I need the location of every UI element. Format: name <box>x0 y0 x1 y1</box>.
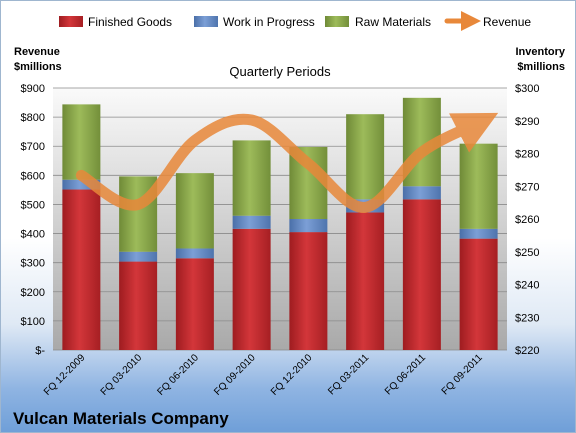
bar-finished-goods <box>232 228 271 350</box>
right-axis-ticks: $220 $230 $240 $250 $260 $270 $280 $290 $300 <box>515 83 539 357</box>
x-axis-tick-label: FQ 03-2011 <box>326 352 371 397</box>
right-axis-label-line-1: Inventory <box>515 46 565 58</box>
right-axis-tick-label: $220 <box>515 345 539 357</box>
bar-finished-goods <box>402 199 441 350</box>
legend-label-finished-goods: Finished Goods <box>88 15 172 29</box>
right-axis-tick-label: $270 <box>515 181 539 193</box>
right-axis-tick-label: $230 <box>515 312 539 324</box>
x-axis-tick-labels: FQ 12-2009 FQ 03-2010 FQ 06-2010 FQ 09-2010… <box>42 352 485 398</box>
legend-item-work-in-progress: Work in Progress <box>194 15 315 29</box>
x-axis-tick-label: FQ 06-2010 <box>155 352 201 398</box>
bar-raw-materials <box>346 114 385 200</box>
left-axis-tick-label: $500 <box>21 199 45 211</box>
bar-raw-materials <box>62 104 101 180</box>
right-axis-label-line-2: $millions <box>517 61 565 73</box>
bar-work-in-progress <box>175 248 214 259</box>
bar-work-in-progress <box>402 186 441 200</box>
chart-title: Quarterly Periods <box>229 64 331 79</box>
left-axis-tick-label: $800 <box>21 112 45 124</box>
bars <box>62 97 498 350</box>
legend-label-work-in-progress: Work in Progress <box>223 15 315 29</box>
left-axis-tick-label: $600 <box>21 170 45 182</box>
legend-swatch-work-in-progress <box>194 16 218 27</box>
bar-raw-materials <box>459 143 498 229</box>
bar-finished-goods <box>119 261 158 350</box>
revenue-line-path <box>75 112 499 213</box>
x-axis-tick-label: FQ 09-2011 <box>440 352 485 397</box>
bar-work-in-progress <box>232 215 271 229</box>
bar-finished-goods <box>459 238 498 350</box>
bar-work-in-progress <box>459 228 498 239</box>
legend-label-revenue: Revenue <box>483 15 531 29</box>
left-axis-tick-label: $900 <box>21 83 45 95</box>
bar-finished-goods <box>346 212 385 350</box>
legend-label-raw-materials: Raw Materials <box>355 15 431 29</box>
x-axis-tick-label: FQ 12-2009 <box>42 352 88 398</box>
bar-work-in-progress <box>119 251 158 262</box>
company-name: Vulcan Materials Company <box>13 409 229 428</box>
legend-swatch-finished-goods <box>59 16 83 27</box>
bar-raw-materials <box>232 140 271 216</box>
right-axis-tick-label: $280 <box>515 149 539 161</box>
left-axis-tick-label: $- <box>35 345 45 357</box>
legend-swatch-raw-materials <box>325 16 349 27</box>
legend: Finished Goods Work in Progress Raw Mate… <box>59 11 531 31</box>
bar-finished-goods <box>289 232 328 350</box>
left-axis-ticks: $- $100 $200 $300 $400 $500 $600 $700 $800 $900 <box>21 83 46 357</box>
bar-work-in-progress <box>289 219 328 233</box>
left-axis-tick-label: $200 <box>21 287 45 299</box>
bar-raw-materials <box>175 173 214 249</box>
right-axis-tick-label: $260 <box>515 214 539 226</box>
right-axis-tick-label: $290 <box>515 116 539 128</box>
left-axis-label-line-2: $millions <box>14 61 62 73</box>
legend-item-finished-goods: Finished Goods <box>59 15 172 29</box>
x-axis-tick-label: FQ 12-2010 <box>269 352 315 398</box>
left-axis-tick-label: $300 <box>21 258 45 270</box>
left-axis-tick-label: $400 <box>21 229 45 241</box>
revenue-line <box>75 112 499 213</box>
legend-item-raw-materials: Raw Materials <box>325 15 431 29</box>
right-axis-tick-label: $240 <box>515 280 539 292</box>
bar-finished-goods <box>62 189 101 350</box>
left-axis-tick-label: $700 <box>21 141 45 153</box>
x-axis-tick-label: FQ 03-2010 <box>99 352 145 398</box>
x-axis-tick-label: FQ 06-2011 <box>383 352 428 397</box>
bar-work-in-progress <box>62 179 101 190</box>
legend-item-revenue: Revenue <box>444 11 531 31</box>
bar-finished-goods <box>175 258 214 350</box>
left-axis-tick-label: $100 <box>21 316 45 328</box>
x-axis-tick-label: FQ 09-2010 <box>212 352 258 398</box>
right-axis-tick-label: $300 <box>515 83 539 95</box>
left-axis-label-line-1: Revenue <box>14 46 60 58</box>
right-axis-tick-label: $250 <box>515 247 539 259</box>
